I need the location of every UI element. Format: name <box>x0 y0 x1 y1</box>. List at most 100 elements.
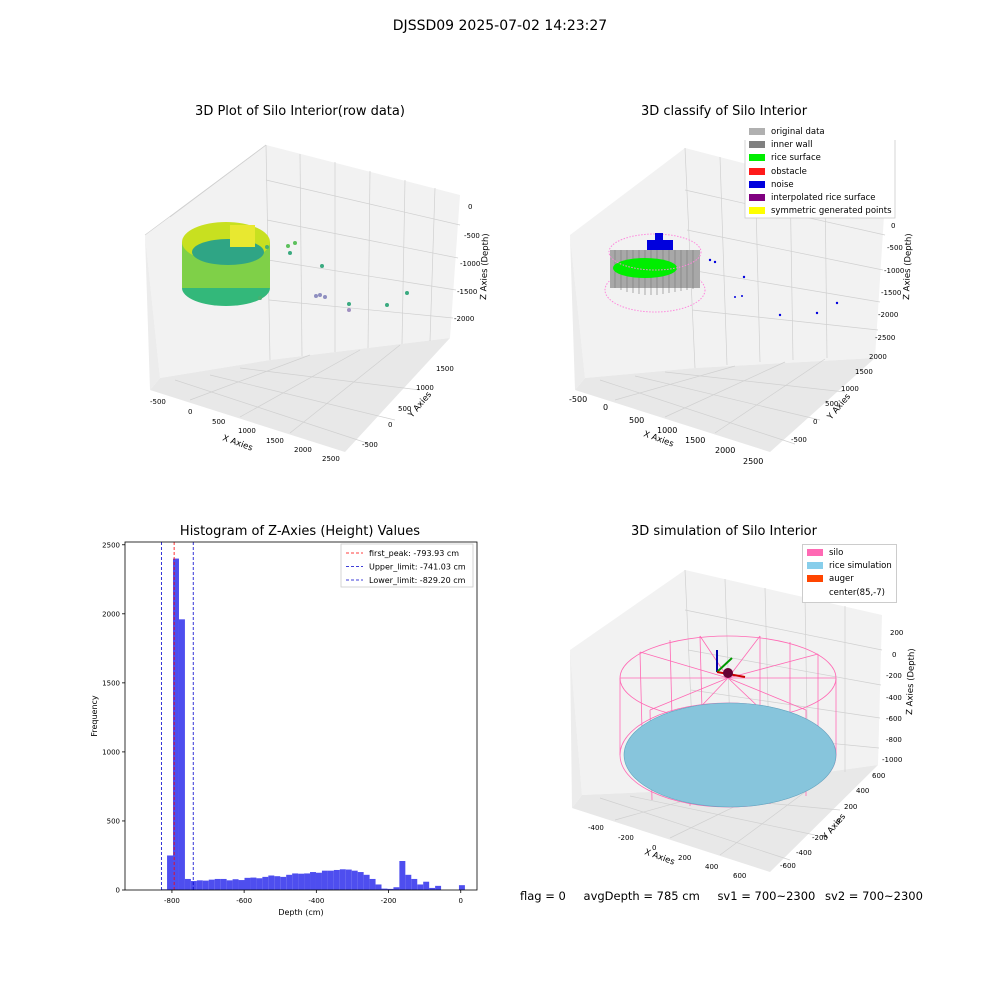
classify-legend-item: symmetric generated points <box>749 205 892 218</box>
svg-text:-1000: -1000 <box>460 260 480 268</box>
svg-text:2000: 2000 <box>715 446 735 455</box>
svg-text:0: 0 <box>892 651 896 659</box>
rice-surface-edge <box>623 702 837 808</box>
sv2-value: sv2 = 700~2300 <box>825 889 923 903</box>
classify-3d-plot: -500 0 500 1000 1500 2000 2500 X Axies -… <box>569 140 914 466</box>
histogram-bar <box>250 877 257 890</box>
histogram-title: Histogram of Z-Axies (Height) Values <box>179 524 421 539</box>
simulation-x-ticks: -400 -200 0 200 400 600 <box>588 824 746 880</box>
classify-legend-item: original data <box>749 126 892 139</box>
histogram-bar <box>173 558 179 890</box>
legend-label: silo <box>829 548 844 558</box>
legend-box <box>744 140 896 219</box>
svg-text:-500: -500 <box>464 232 480 240</box>
legend-label: auger <box>829 574 854 585</box>
y-tick-label: 2000 <box>102 610 120 618</box>
svg-text:1500: 1500 <box>855 368 873 376</box>
svg-text:1500: 1500 <box>685 436 705 445</box>
svg-text:-400: -400 <box>588 824 604 832</box>
histogram-legend-label: Upper_limit: -741.03 cm <box>369 563 466 572</box>
svg-text:-800: -800 <box>886 736 902 744</box>
legend-label: rice simulation <box>829 561 892 572</box>
histogram-bar <box>304 873 311 890</box>
svg-text:400: 400 <box>705 863 718 871</box>
avg-depth-value: avgDepth = 785 cm <box>583 889 700 903</box>
svg-text:600: 600 <box>733 872 746 880</box>
legend-swatch <box>749 207 765 215</box>
svg-text:1000: 1000 <box>841 385 859 393</box>
classify-legend-items: original data inner wall rice surface obsta… <box>749 126 892 218</box>
histogram-bar <box>268 875 275 890</box>
histogram-bar <box>339 869 346 890</box>
histogram-bar <box>351 870 358 890</box>
x-tick-label: -600 <box>236 897 252 905</box>
histogram-bar <box>226 880 233 890</box>
svg-text:-1500: -1500 <box>457 288 477 296</box>
sv1-value: sv1 = 700~2300 <box>717 889 816 903</box>
svg-text:-500: -500 <box>791 436 807 444</box>
svg-text:1500: 1500 <box>436 365 454 373</box>
raw-x-ticks: -500 0 500 1000 1500 2000 2500 <box>150 398 340 463</box>
histogram-bar <box>423 881 430 890</box>
histogram-bar <box>429 887 436 890</box>
legend-swatch <box>807 549 823 556</box>
svg-text:0: 0 <box>891 222 895 230</box>
svg-text:0: 0 <box>652 844 656 852</box>
svg-text:1000: 1000 <box>238 427 256 435</box>
legend-swatch <box>749 194 765 202</box>
rice-simulation-surface <box>624 703 836 807</box>
svg-text:2500: 2500 <box>322 455 340 463</box>
y-tick-label: 500 <box>107 817 120 825</box>
classify-z-ticks: 0 -500 -1000 -1500 -2000 -2500 <box>875 222 904 342</box>
status-line: flag = 0 avgDepth = 785 cm sv1 = 700~230… <box>520 889 937 903</box>
svg-text:400: 400 <box>856 787 869 795</box>
svg-text:0: 0 <box>388 421 392 429</box>
legend-label: noise <box>771 179 794 190</box>
y-tick-label: 2500 <box>102 541 120 549</box>
side-pane <box>570 650 582 808</box>
histogram-bar <box>256 878 263 890</box>
legend-label: rice surface <box>771 153 821 164</box>
classify-legend-item: obstacle <box>749 166 892 179</box>
svg-text:500: 500 <box>629 416 644 425</box>
histogram-bar <box>274 876 281 890</box>
svg-text:2000: 2000 <box>869 353 887 361</box>
histogram-bar <box>298 873 305 890</box>
histogram-bar <box>220 878 227 890</box>
simulation-y-ticks: -600 -400 -200 0 200 400 600 <box>780 772 885 870</box>
legend-swatch <box>749 180 765 188</box>
classify-z-label: Z Axies (Depth) <box>902 233 914 300</box>
svg-text:0: 0 <box>813 418 817 426</box>
histogram-bar <box>333 869 340 890</box>
grid-lines <box>144 144 461 445</box>
svg-text:2000: 2000 <box>294 446 312 454</box>
legend-label: symmetric generated points <box>771 206 892 217</box>
svg-text:200: 200 <box>844 803 857 811</box>
legend-label: center(85,-7) <box>829 587 885 598</box>
svg-text:-400: -400 <box>796 849 812 857</box>
histogram-bar <box>387 888 394 890</box>
raw-3d-plot: -500 0 500 1000 1500 2000 2500 X Axies -… <box>144 144 490 463</box>
legend-swatch <box>807 575 823 583</box>
bright-cluster <box>230 225 255 247</box>
histogram-bar <box>417 884 424 890</box>
x-tick-label: -200 <box>381 897 397 905</box>
svg-text:1000: 1000 <box>657 426 677 435</box>
svg-text:2500: 2500 <box>743 457 763 466</box>
histogram-bar <box>345 869 352 890</box>
svg-text:200: 200 <box>890 629 903 637</box>
histogram-bar <box>405 874 412 890</box>
histogram-bar <box>202 880 209 890</box>
svg-text:-200: -200 <box>618 834 634 842</box>
histogram-bar <box>190 881 197 890</box>
x-tick-label: -400 <box>308 897 324 905</box>
simulation-plot-title: 3D simulation of Silo Interior <box>631 524 817 539</box>
raw-plot-title: 3D Plot of Silo Interior(row data) <box>195 104 405 119</box>
histogram-bar <box>381 888 388 890</box>
histogram-bar <box>208 879 215 890</box>
histogram-bar <box>458 885 465 890</box>
svg-text:-500: -500 <box>569 395 587 404</box>
legend-label: original data <box>771 127 825 137</box>
figure-title: DJSSD09 2025-07-02 14:23:27 <box>392 18 608 34</box>
histogram-bar <box>238 880 245 890</box>
